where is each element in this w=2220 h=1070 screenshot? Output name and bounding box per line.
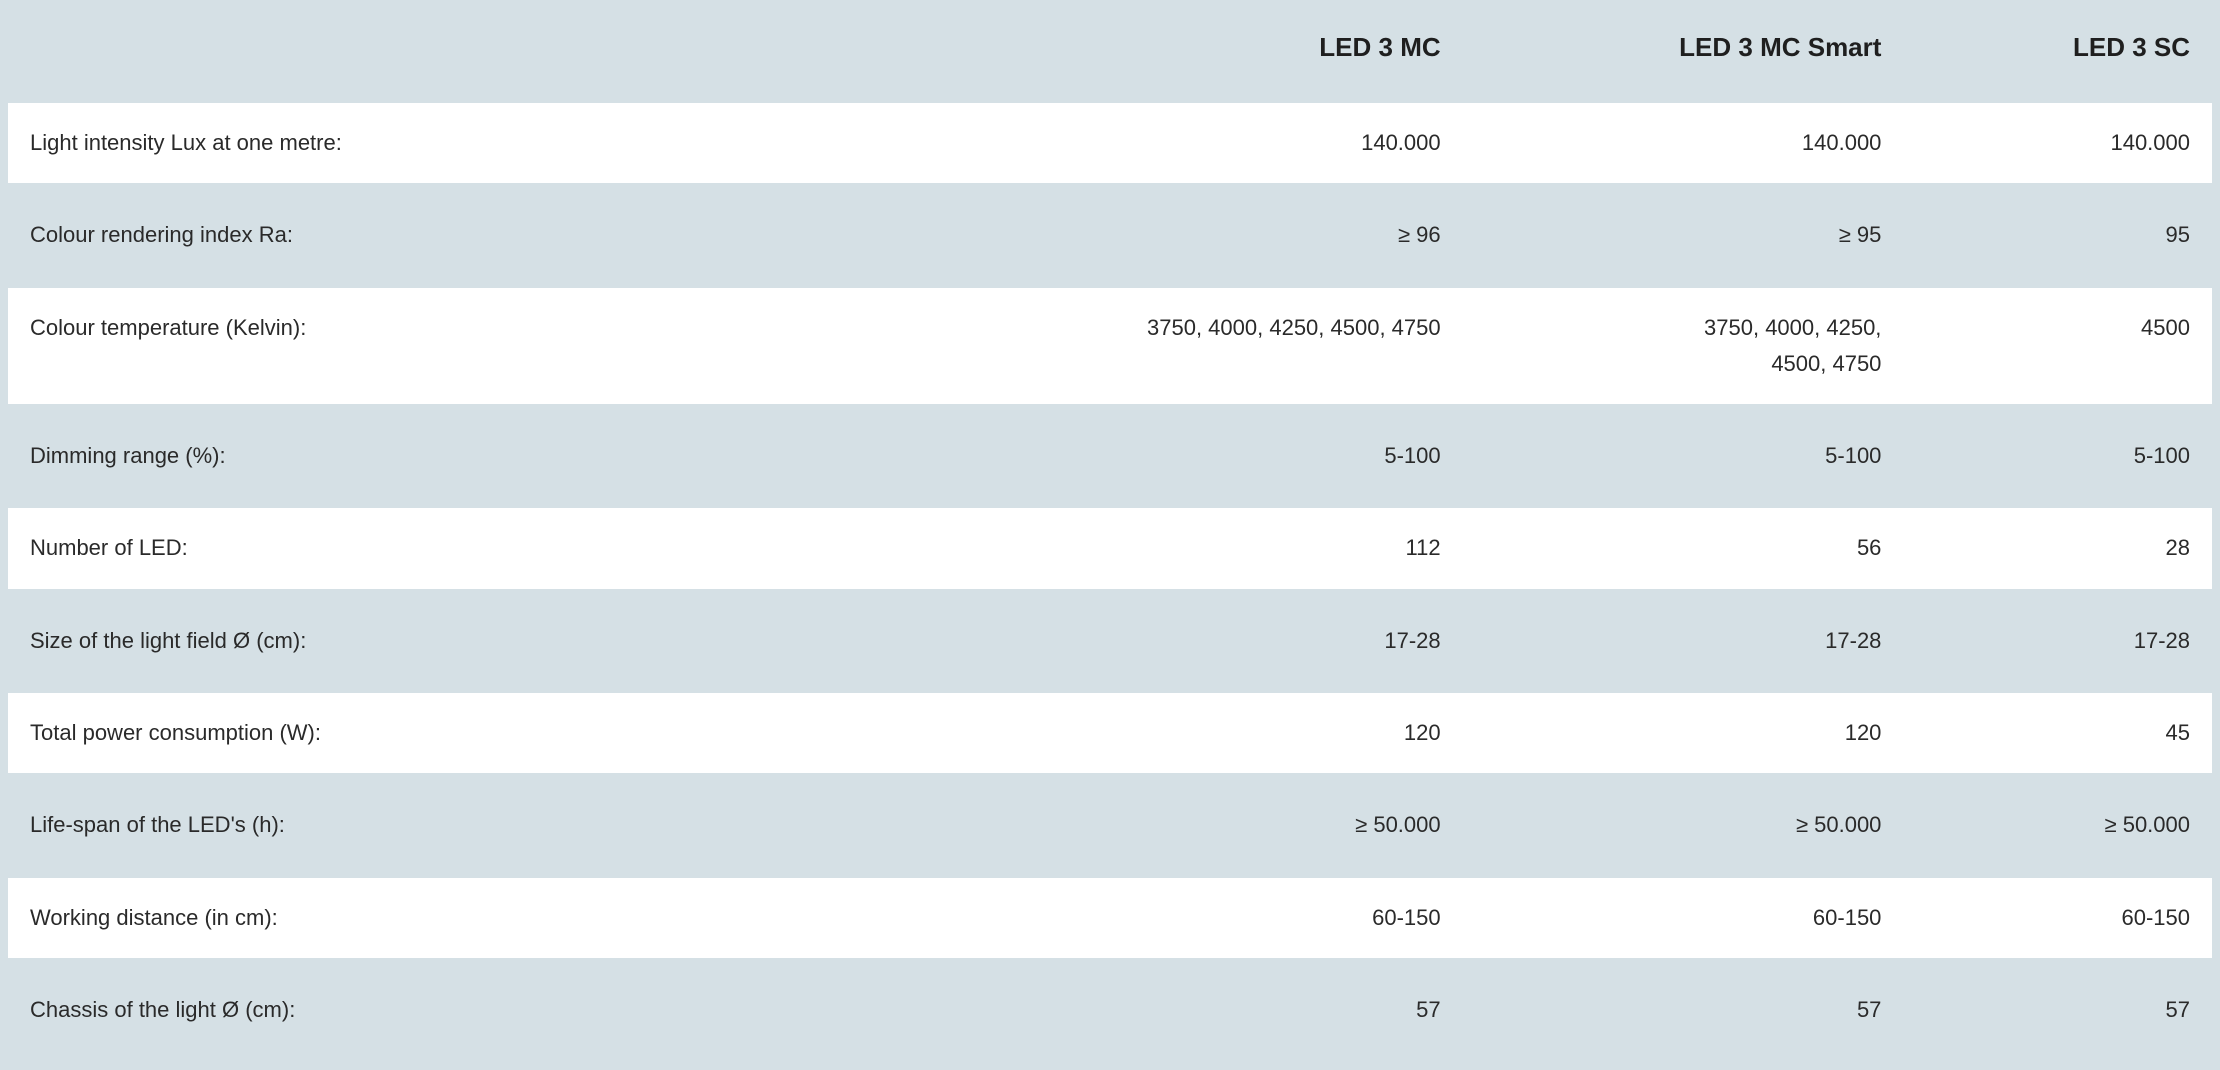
cell-c: 57 — [1903, 970, 2212, 1050]
cell-b: ≥ 50.000 — [1463, 785, 1904, 865]
cell-c: 95 — [1903, 195, 2212, 275]
cell-c: 140.000 — [1903, 103, 2212, 183]
row-label: Total power consumption (W): — [8, 693, 934, 773]
column-header-a: LED 3 MC — [934, 12, 1463, 91]
column-header-b: LED 3 MC Smart — [1463, 12, 1904, 91]
cell-a: 5-100 — [934, 416, 1463, 496]
cell-c: 45 — [1903, 693, 2212, 773]
row-label: Life-span of the LED's (h): — [8, 785, 934, 865]
cell-b: 60-150 — [1463, 878, 1904, 958]
cell-c: 4500 — [1903, 288, 2212, 405]
cell-a: 17-28 — [934, 601, 1463, 681]
cell-a: 3750, 4000, 4250, 4500, 4750 — [934, 288, 1463, 405]
row-label: Number of LED: — [8, 508, 934, 588]
row-label: Colour rendering index Ra: — [8, 195, 934, 275]
cell-c: 5-100 — [1903, 416, 2212, 496]
row-label: Dimming range (%): — [8, 416, 934, 496]
table-body: Light intensity Lux at one metre: 140.00… — [8, 103, 2212, 1050]
cell-a: ≥ 50.000 — [934, 785, 1463, 865]
cell-b: ≥ 95 — [1463, 195, 1904, 275]
cell-a: 120 — [934, 693, 1463, 773]
table-row: Colour temperature (Kelvin): 3750, 4000,… — [8, 288, 2212, 405]
cell-a: ≥ 96 — [934, 195, 1463, 275]
table-row: Colour rendering index Ra: ≥ 96 ≥ 95 95 — [8, 195, 2212, 275]
table-row: Chassis of the light Ø (cm): 57 57 57 — [8, 970, 2212, 1050]
table-row: Working distance (in cm): 60-150 60-150 … — [8, 878, 2212, 958]
cell-c: 60-150 — [1903, 878, 2212, 958]
row-label: Colour temperature (Kelvin): — [8, 288, 934, 405]
cell-a: 140.000 — [934, 103, 1463, 183]
cell-b: 3750, 4000, 4250, 4500, 4750 — [1463, 288, 1904, 405]
spec-comparison-table: LED 3 MC LED 3 MC Smart LED 3 SC Light i… — [0, 0, 2220, 1070]
table-row: Size of the light field Ø (cm): 17-28 17… — [8, 601, 2212, 681]
cell-a: 112 — [934, 508, 1463, 588]
row-label: Chassis of the light Ø (cm): — [8, 970, 934, 1050]
cell-b: 17-28 — [1463, 601, 1904, 681]
cell-a: 57 — [934, 970, 1463, 1050]
table-row: Light intensity Lux at one metre: 140.00… — [8, 103, 2212, 183]
table-row: Number of LED: 112 56 28 — [8, 508, 2212, 588]
table-header-row: LED 3 MC LED 3 MC Smart LED 3 SC — [8, 12, 2212, 91]
table-row: Dimming range (%): 5-100 5-100 5-100 — [8, 416, 2212, 496]
row-label: Size of the light field Ø (cm): — [8, 601, 934, 681]
column-header-c: LED 3 SC — [1903, 12, 2212, 91]
cell-c: ≥ 50.000 — [1903, 785, 2212, 865]
cell-b: 5-100 — [1463, 416, 1904, 496]
cell-a: 60-150 — [934, 878, 1463, 958]
row-label: Working distance (in cm): — [8, 878, 934, 958]
column-header-label — [8, 12, 934, 91]
cell-b: 120 — [1463, 693, 1904, 773]
cell-c: 17-28 — [1903, 601, 2212, 681]
cell-c: 28 — [1903, 508, 2212, 588]
cell-b: 140.000 — [1463, 103, 1904, 183]
cell-b: 57 — [1463, 970, 1904, 1050]
cell-b: 56 — [1463, 508, 1904, 588]
row-label: Light intensity Lux at one metre: — [8, 103, 934, 183]
table-row: Life-span of the LED's (h): ≥ 50.000 ≥ 5… — [8, 785, 2212, 865]
table-row: Total power consumption (W): 120 120 45 — [8, 693, 2212, 773]
